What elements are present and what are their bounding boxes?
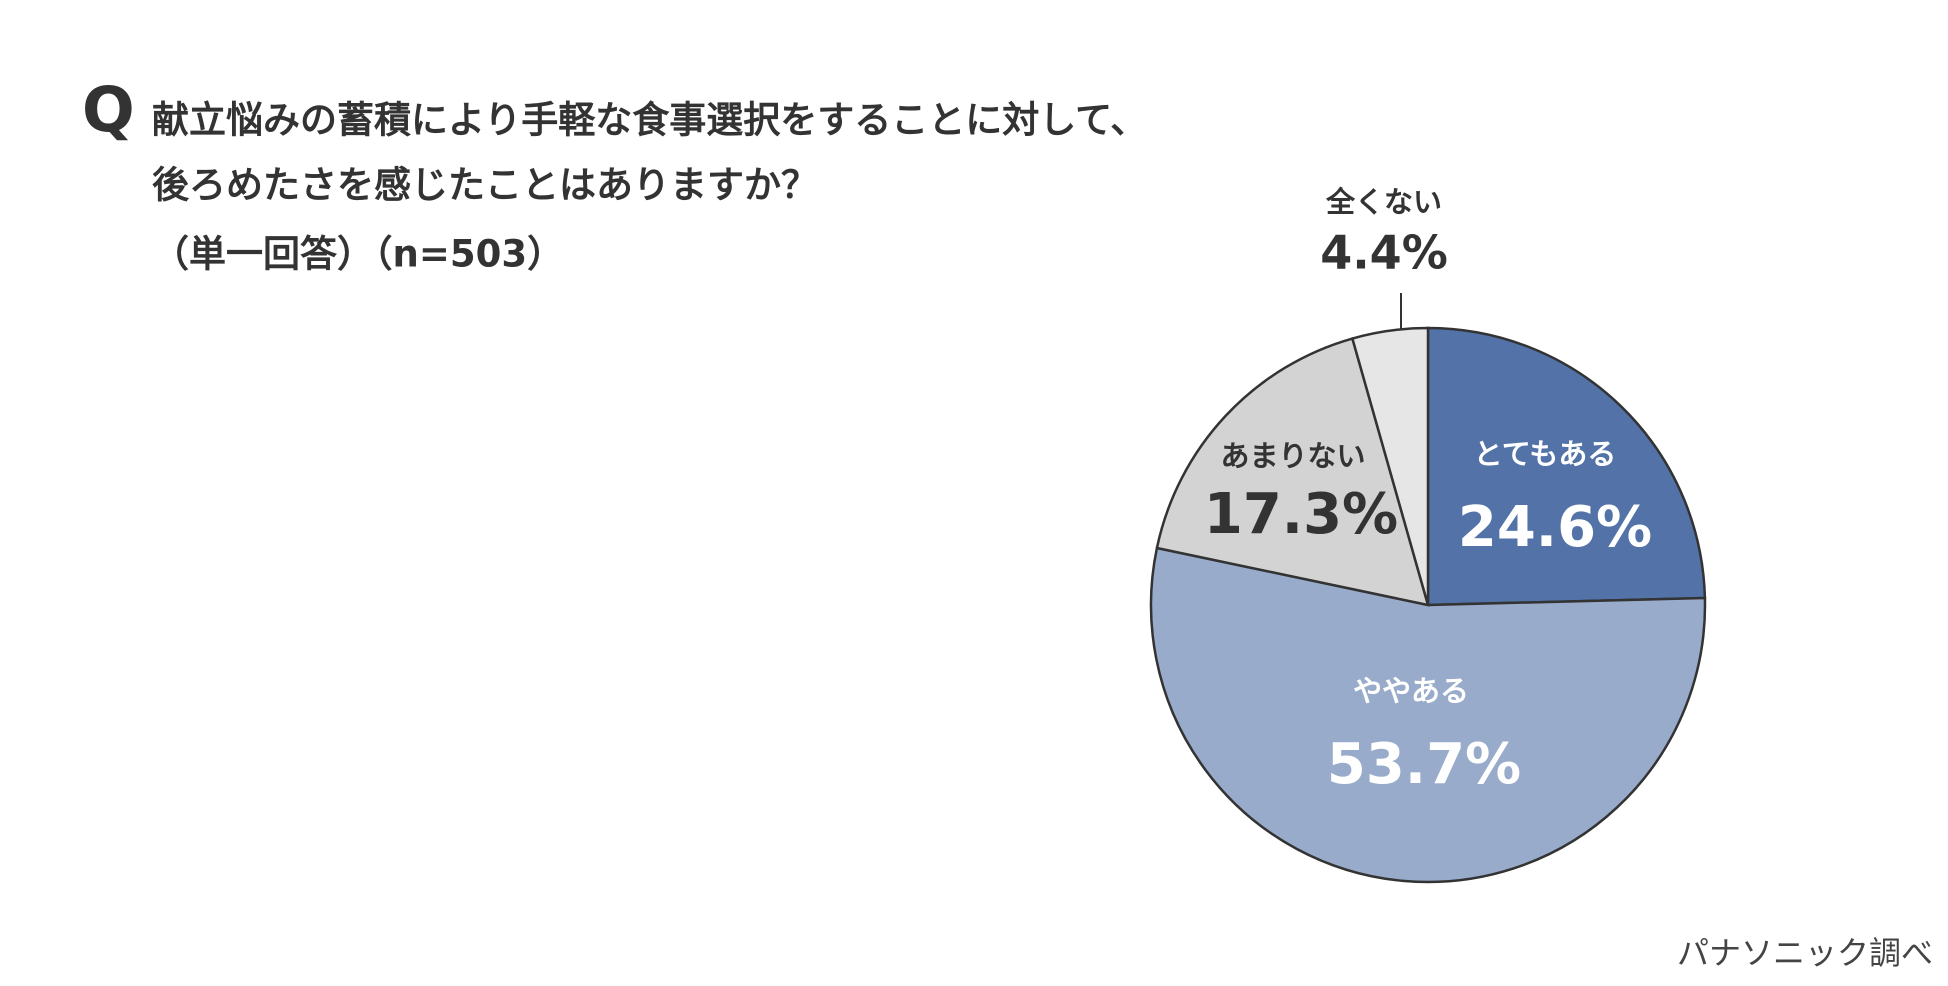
- title-line: 献立悩みの蓄積により手軽な食事選択をすることに対して、: [152, 99, 1147, 142]
- slice-value-label: 24.6%: [1458, 495, 1652, 560]
- title-line: （単一回答）（n=503）: [152, 233, 564, 276]
- slice-value-label: 17.3%: [1204, 482, 1398, 547]
- slice-category-label: あまりない: [1220, 439, 1365, 473]
- pie-slice: [1149, 546, 1707, 884]
- title-line: 後ろめたさを感じたことはありますか？: [152, 164, 818, 207]
- slice-category-label: 全くない: [1325, 185, 1442, 219]
- slice-value-label: 53.7%: [1327, 732, 1521, 797]
- pie-slice: [1426, 326, 1707, 607]
- pie-slice: [1350, 326, 1430, 606]
- source: パナソニック調べ: [1677, 934, 1933, 972]
- slice-category-label: とてもある: [1474, 437, 1617, 471]
- pie-slice: [1155, 336, 1430, 607]
- slice-category-label: ややある: [1353, 674, 1469, 708]
- slice-value-label: 4.4%: [1320, 226, 1448, 280]
- q-marker: Q: [82, 73, 135, 146]
